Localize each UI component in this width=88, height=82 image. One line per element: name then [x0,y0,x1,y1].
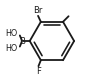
Text: Br: Br [33,6,42,15]
Text: HO: HO [5,29,17,38]
Text: HO: HO [5,44,17,53]
Text: F: F [36,67,41,76]
Text: B: B [19,36,25,46]
